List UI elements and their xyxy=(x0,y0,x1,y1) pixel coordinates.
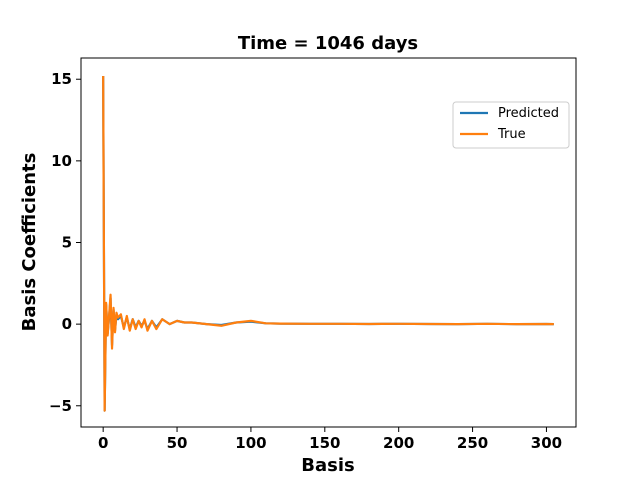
chart-title: Time = 1046 days xyxy=(238,33,418,54)
x-tick-label: 0 xyxy=(98,434,108,452)
y-tick-label: 5 xyxy=(62,234,72,252)
series-layer xyxy=(102,75,554,412)
x-tick-label: 150 xyxy=(309,434,340,452)
y-tick-label: 15 xyxy=(51,70,72,88)
x-tick-label: 250 xyxy=(457,434,488,452)
x-axis-label: Basis xyxy=(301,455,354,476)
series-line-true xyxy=(102,75,554,412)
x-tick-label: 300 xyxy=(531,434,562,452)
x-tick-label: 100 xyxy=(235,434,266,452)
y-axis-label: Basis Coefficients xyxy=(19,153,40,332)
y-axis: −5 0 5 10 15 xyxy=(49,70,81,415)
y-tick-label: −5 xyxy=(49,397,72,415)
legend-label-true: True xyxy=(497,127,526,142)
x-axis: 0 50 100 150 200 250 300 xyxy=(98,427,562,452)
legend-label-predicted: Predicted xyxy=(498,106,559,121)
x-tick-label: 50 xyxy=(167,434,188,452)
y-tick-label: 0 xyxy=(62,315,72,333)
legend: Predicted True xyxy=(452,101,570,149)
y-tick-label: 10 xyxy=(51,152,72,170)
x-tick-label: 200 xyxy=(383,434,414,452)
